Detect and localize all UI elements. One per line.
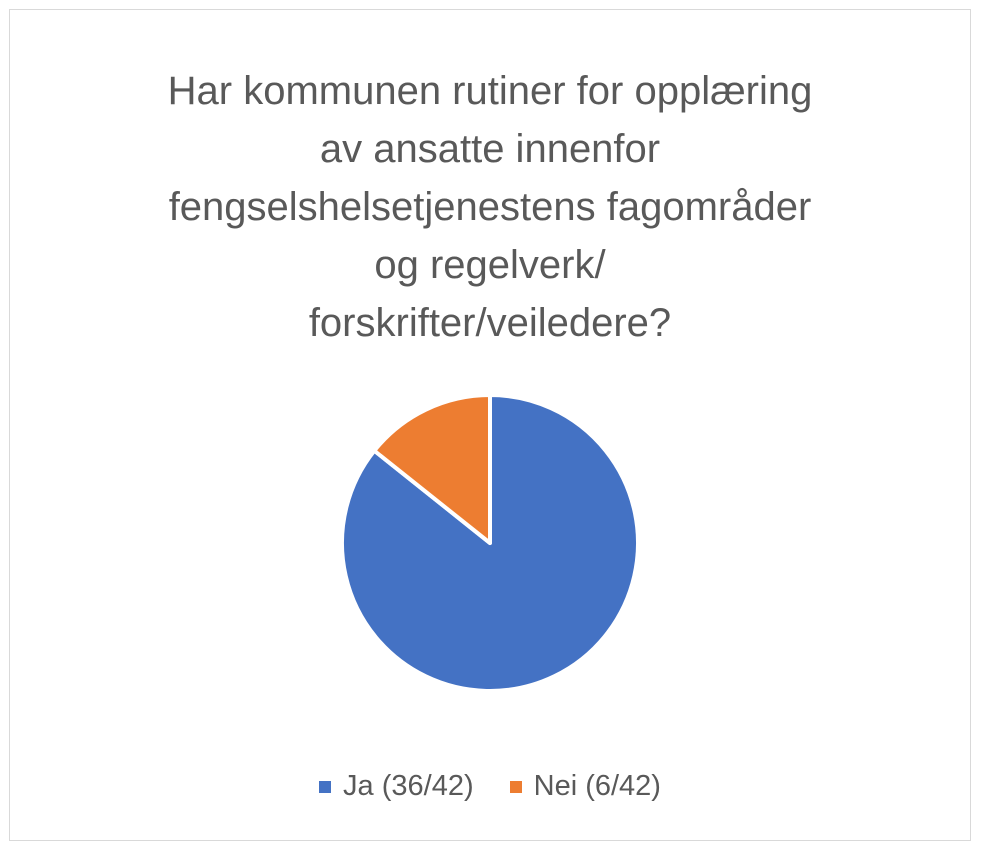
legend-label-ja: Ja (36/42) bbox=[343, 770, 474, 802]
chart-title: Har kommunen rutiner for opplæring av an… bbox=[50, 62, 930, 352]
chart-title-line: fengselshelsetjenestens fagområder bbox=[168, 185, 812, 229]
chart-area: Har kommunen rutiner for opplæring av an… bbox=[9, 9, 971, 841]
legend-label-nei: Nei (6/42) bbox=[533, 770, 661, 802]
chart-title-line: Har kommunen rutiner for opplæring bbox=[167, 69, 813, 113]
pie-slice-nei bbox=[372, 393, 492, 545]
pie-chart bbox=[340, 393, 640, 693]
chart-title-line: og regelverk/ bbox=[374, 243, 606, 287]
legend-swatch-nei bbox=[509, 780, 522, 793]
legend-swatch-ja bbox=[319, 780, 332, 793]
legend: Ja (36/42) Nei (6/42) bbox=[10, 770, 970, 803]
chart-title-line: forskrifter/veiledere? bbox=[308, 301, 672, 345]
chart-title-line: av ansatte innenfor bbox=[319, 127, 661, 171]
legend-item-ja: Ja (36/42) bbox=[319, 770, 474, 803]
legend-item-nei: Nei (6/42) bbox=[509, 770, 661, 803]
